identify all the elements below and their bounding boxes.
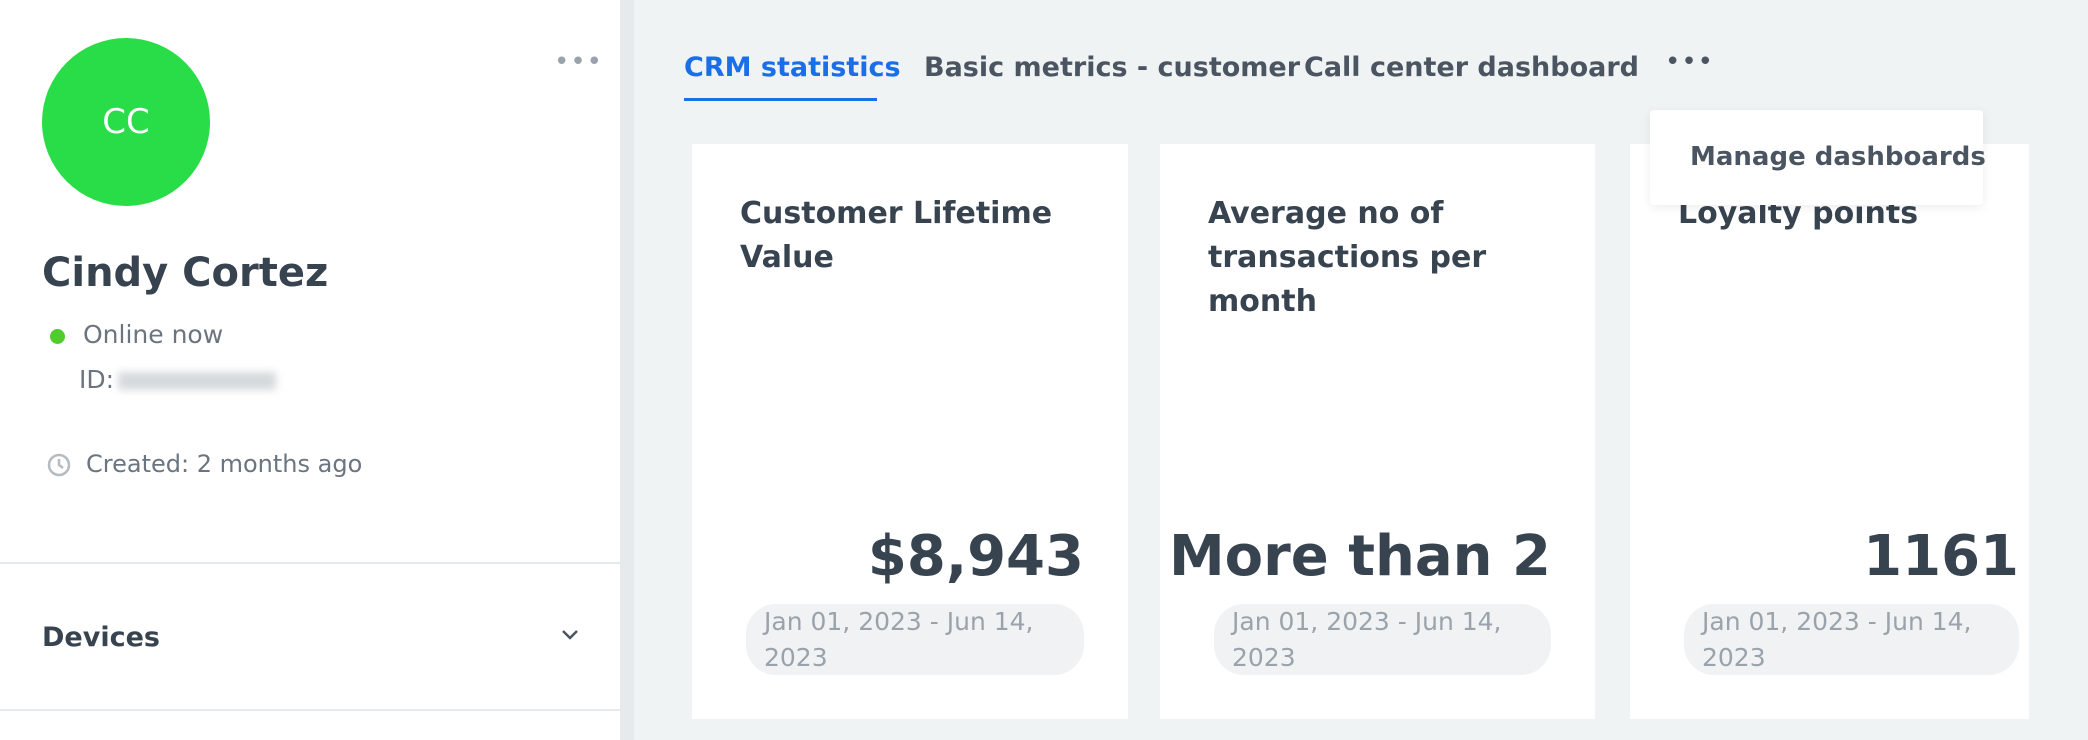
section-title[interactable]: Devices [42,622,160,653]
tab[interactable]: Basic metrics - customer [924,52,1301,83]
separator [0,562,634,564]
status-dot [50,329,65,344]
id-value-blurred [118,372,276,390]
clock-icon [47,453,71,477]
card-value: 1161 [1863,524,2019,589]
profile-name: Cindy Cortez [42,250,329,296]
chevron[interactable] [560,628,580,642]
date-range: Jan 01, 2023 - Jun 14, 2023 [1684,604,2019,675]
dropdown-menu: Manage dashboards [1650,110,1986,205]
profile-menu[interactable]: ••• [554,47,604,77]
status-text: Online now [83,320,224,349]
menu-item[interactable]: Manage dashboards [1690,142,1986,172]
separator [0,709,634,711]
card-value: $8,943 [867,524,1084,589]
metric-card: Loyalty points 1161 Jan 01, 2023 - Jun 14,… [1630,144,2029,719]
card-title: Average no of transactions per month [1208,196,1487,319]
metric-card: Customer Lifetime Value $8,943 Jan 01, 202… [692,144,1128,719]
date-range: Jan 01, 2023 - Jun 14, 2023 [1214,604,1551,675]
panel-divider [620,0,634,740]
created-text: Created: 2 months ago [86,450,363,478]
metric-card: Average no of transactions per month More… [1160,144,1595,719]
tab-underline [684,98,877,101]
tabs-more[interactable]: ••• [1665,47,1715,77]
card-value: More than 2 [1168,524,1551,589]
avatar: CC [42,38,210,206]
id-label: ID: [79,365,115,394]
tab-active[interactable]: CRM statistics [684,52,901,83]
card-title: Customer Lifetime Value [740,196,1053,275]
date-range: Jan 01, 2023 - Jun 14, 2023 [746,604,1084,675]
profile-panel: CC ••• Cindy Cortez Online now ID: Creat… [0,0,634,740]
tab[interactable]: Call center dashboard [1304,52,1639,83]
